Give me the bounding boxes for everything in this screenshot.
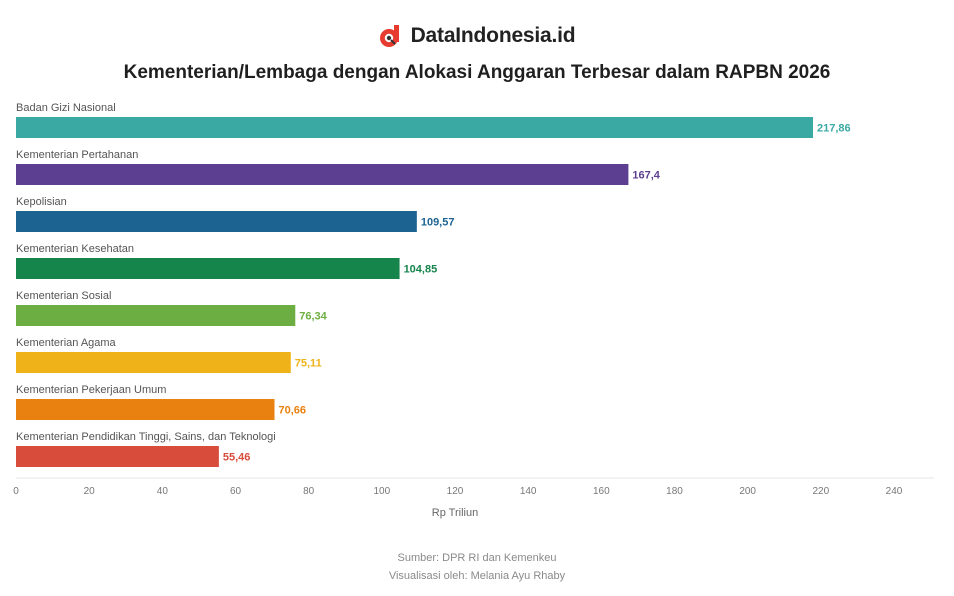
x-tick-label: 80	[303, 486, 315, 497]
bar	[16, 211, 417, 232]
bar	[16, 164, 629, 185]
x-tick-label: 60	[230, 486, 242, 497]
brand-name: DataIndonesia.id	[410, 24, 576, 47]
bar	[16, 446, 219, 467]
category-label: Kementerian Pekerjaan Umum	[16, 384, 166, 396]
visualization-credit: Visualisasi oleh: Melania Ayu Rhaby	[388, 570, 566, 582]
value-label: 109,57	[421, 217, 455, 229]
x-tick-label: 200	[739, 486, 756, 497]
x-axis: 0 20 40 60 80 100 120 140 160 180 200 220 240 Rp Tril…	[13, 477, 934, 519]
bar	[16, 352, 291, 373]
value-label: 70,66	[278, 405, 306, 417]
category-label: Badan Gizi Nasional	[16, 102, 116, 114]
x-tick-label: 240	[886, 486, 903, 497]
value-label: 217,86	[817, 123, 851, 135]
category-label: Kepolisian	[16, 196, 67, 208]
category-label: Kementerian Kesehatan	[16, 243, 134, 255]
bar	[16, 258, 400, 279]
category-label: Kementerian Sosial	[16, 290, 111, 302]
bars-group: Badan Gizi Nasional 217,86 Kementerian Per…	[16, 102, 851, 467]
x-tick-label: 40	[157, 486, 169, 497]
x-tick-label: 180	[666, 486, 683, 497]
x-tick-label: 160	[593, 486, 610, 497]
x-tick-label: 0	[13, 486, 19, 497]
category-label: Kementerian Pertahanan	[16, 149, 138, 161]
x-tick-label: 120	[447, 486, 464, 497]
bar-chart: Badan Gizi Nasional 217,86 Kementerian Per…	[13, 102, 934, 519]
x-tick-label: 140	[520, 486, 537, 497]
value-label: 167,4	[632, 170, 660, 182]
chart-title: Kementerian/Lembaga dengan Alokasi Angga…	[123, 62, 831, 83]
value-label: 75,11	[295, 358, 322, 370]
x-axis-title: Rp Triliun	[432, 507, 478, 519]
value-label: 55,46	[223, 452, 251, 464]
bar	[16, 117, 814, 138]
source-note: Sumber: DPR RI dan Kemenkeu	[397, 552, 557, 564]
bar	[16, 399, 275, 420]
bar	[16, 305, 296, 326]
category-label: Kementerian Pendidikan Tinggi, Sains, da…	[16, 431, 276, 443]
value-label: 104,85	[404, 264, 438, 276]
brand-header: DataIndonesia.id	[0, 20, 954, 52]
x-tick-label: 220	[812, 486, 829, 497]
x-tick-label: 20	[84, 486, 96, 497]
value-label: 76,34	[299, 311, 327, 323]
data-indonesia-logo-icon	[379, 25, 399, 47]
x-tick-label: 100	[373, 486, 390, 497]
category-label: Kementerian Agama	[16, 337, 117, 349]
